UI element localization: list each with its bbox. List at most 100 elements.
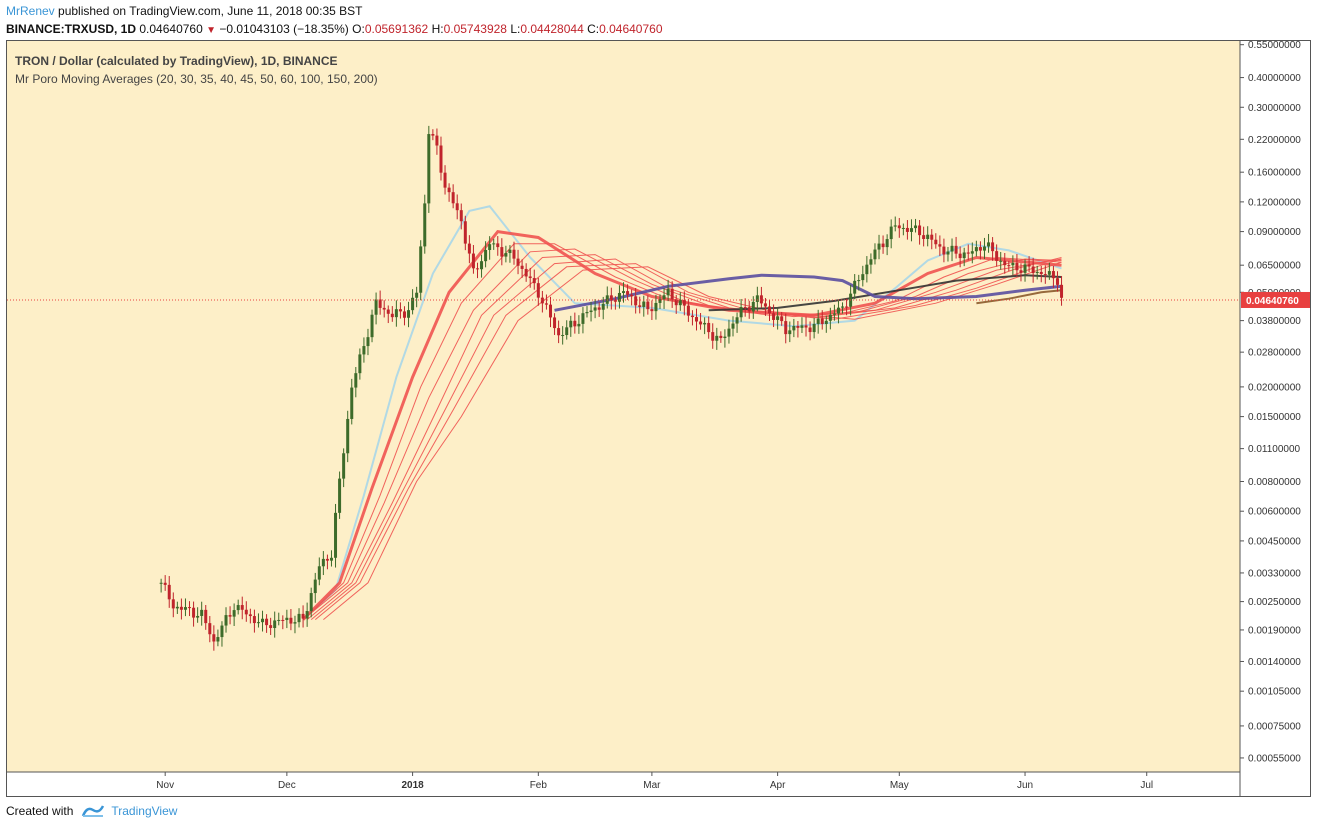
time-tick-label: 2018 (401, 780, 424, 791)
candle-body (735, 317, 739, 324)
candle-body (622, 291, 625, 293)
candle-body (350, 387, 354, 419)
candle-body (455, 203, 459, 211)
moving-average-line (976, 289, 1062, 305)
candle-body (265, 618, 269, 626)
tradingview-link[interactable]: TradingView (111, 804, 178, 818)
candle-body (934, 239, 938, 245)
candle-body (321, 558, 325, 567)
candle-body (463, 221, 467, 244)
candle-body (480, 261, 484, 270)
candle-body (682, 300, 686, 306)
candle-body (662, 295, 666, 300)
candle-body (589, 310, 593, 313)
candle-body (240, 605, 244, 610)
candle-body (1019, 270, 1023, 273)
candle-body (1011, 262, 1015, 266)
candle-body (885, 239, 889, 248)
low-value: 0.04428044 (520, 22, 584, 36)
candle-body (922, 235, 926, 239)
candle-body (991, 242, 995, 252)
candle-body (800, 325, 804, 328)
candle-body (686, 305, 690, 316)
candle-body (569, 320, 573, 328)
candle-body (597, 307, 601, 310)
candle-body (881, 243, 885, 248)
candle-body (188, 607, 192, 609)
candle-body (1015, 262, 1019, 271)
candle-body (601, 303, 605, 310)
candle-body (715, 335, 719, 341)
chart-frame[interactable]: 0.55000000 0.40000000 0.30000000 0.22000000… (6, 40, 1311, 797)
candle-body (411, 297, 415, 311)
candle-body (776, 316, 780, 320)
candle-body (520, 265, 524, 269)
candle-body (329, 557, 333, 561)
time-tick-label: Jul (1140, 780, 1153, 791)
candle-body (171, 599, 175, 609)
candle-body (163, 582, 167, 585)
candle-body (532, 278, 536, 284)
time-tick-label: May (890, 780, 909, 791)
author-link[interactable]: MrRenev (6, 4, 55, 18)
price-axis[interactable]: 0.55000000 0.40000000 0.30000000 0.22000000… (1239, 41, 1310, 796)
candle-body (1039, 271, 1043, 275)
candle-body (978, 247, 982, 251)
candle-body (893, 225, 897, 227)
candle-body (471, 253, 475, 269)
price-tick-label: 0.00800000 (1248, 477, 1301, 488)
price-tick-label: 0.09000000 (1248, 227, 1301, 238)
candle-body (853, 280, 857, 294)
price-tick-label: 0.01100000 (1248, 444, 1301, 455)
candle-body (269, 625, 273, 629)
candle-body (877, 243, 881, 250)
candle-body (861, 274, 865, 281)
candle-body (820, 318, 824, 325)
close-label: C: (587, 22, 600, 36)
candle-body (690, 315, 694, 318)
candle-body (1060, 284, 1064, 298)
plot-area[interactable] (7, 41, 1240, 772)
candle-body (901, 227, 905, 229)
tradingview-logo-icon[interactable] (81, 804, 105, 818)
candle-body (755, 295, 759, 302)
chart-title: TRON / Dollar (calculated by TradingView… (15, 54, 338, 68)
candle-body (962, 252, 966, 259)
candle-body (577, 323, 581, 327)
candle-body (313, 579, 317, 594)
candle-body (192, 607, 196, 618)
candles (159, 125, 1064, 651)
candle-body (1023, 264, 1027, 273)
candle-body (553, 317, 557, 329)
candle-body (772, 313, 776, 320)
moving-average-line (314, 258, 1062, 620)
price-tick-label: 0.00190000 (1248, 625, 1301, 636)
candle-body (658, 299, 662, 303)
candle-body (699, 321, 703, 325)
candle-body (467, 243, 471, 254)
price-tick-label: 0.02800000 (1248, 348, 1301, 359)
candle-body (727, 328, 731, 337)
candle-body (338, 478, 342, 513)
candle-body (382, 307, 386, 310)
candle-body (402, 311, 406, 318)
candle-body (585, 312, 589, 314)
moving-average-line (310, 257, 1062, 620)
candle-body (1007, 265, 1011, 267)
candle-body (905, 227, 909, 232)
candle-body (930, 234, 934, 240)
candle-body (1047, 271, 1051, 275)
candle-body (743, 307, 747, 309)
candle-body (966, 252, 970, 254)
candle-body (909, 228, 913, 232)
price-chart[interactable]: 0.55000000 0.40000000 0.30000000 0.22000000… (7, 41, 1310, 796)
candle-body (366, 337, 370, 347)
candle-body (654, 302, 658, 312)
moving-average-line (302, 229, 1062, 621)
candle-body (1051, 271, 1055, 279)
candle-body (285, 617, 289, 621)
candle-body (812, 323, 816, 333)
price-tick-label: 0.00250000 (1248, 597, 1301, 608)
price-tick-label: 0.00055000 (1248, 753, 1301, 764)
time-axis[interactable]: Nov Dec 2018 Feb Mar Apr May Jun Jul (7, 771, 1240, 791)
